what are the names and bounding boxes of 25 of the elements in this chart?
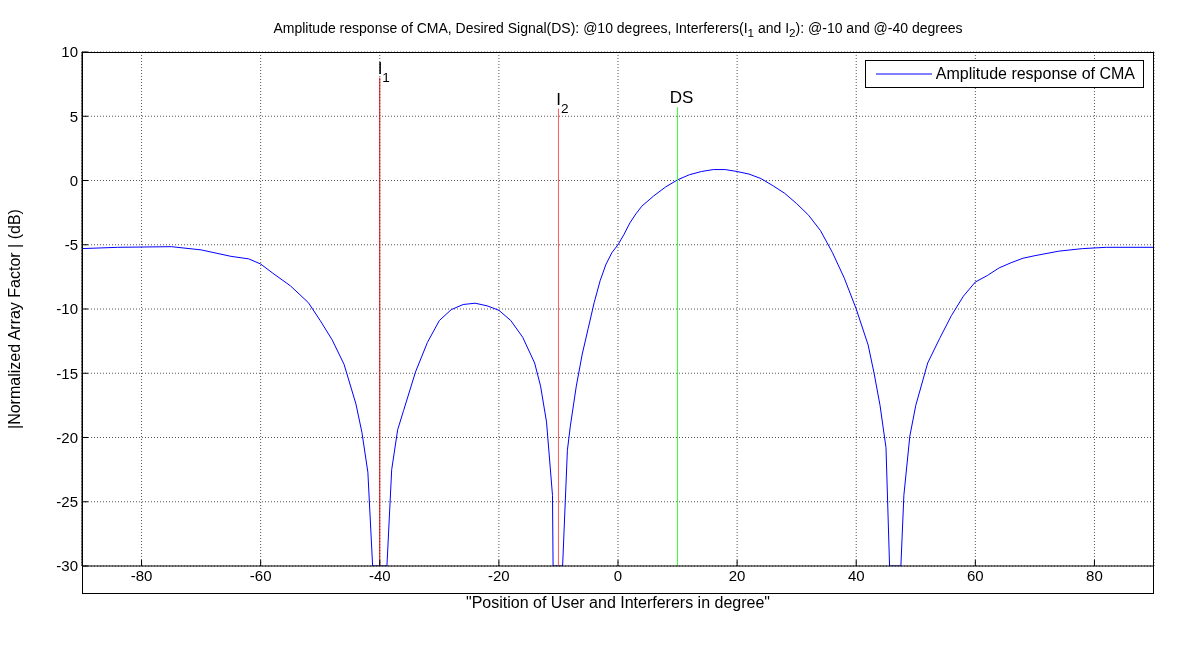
annotation: I$_{1}$: [377, 58, 390, 85]
y-tick-label: 10: [61, 43, 78, 61]
y-tick-label: -10: [56, 300, 78, 318]
x-tick-label: 60: [966, 566, 984, 584]
y-tick-label: -30: [56, 557, 78, 575]
annotation: I$_{2}$: [556, 89, 569, 116]
x-tick-label: -60: [249, 566, 272, 584]
x-tick-label: 80: [1086, 566, 1103, 584]
x-tick-label: 40: [847, 566, 865, 584]
x-tick-label: 20: [728, 566, 746, 584]
x-tick-label: 0: [613, 566, 623, 584]
y-tick-label: -20: [56, 428, 78, 446]
y-tick-label: 0: [69, 171, 78, 189]
chart-title: Amplitude response of CMA, Desired Signal(DS): @10 degrees, Interferers(I$_{1}$ and I$_{2}$): @-10 and @-40 degrees: [272, 20, 964, 39]
x-tick-label: -20: [488, 566, 510, 584]
x-tick-label: -80: [130, 566, 153, 584]
y-tick-label: -5: [64, 236, 78, 254]
y-tick-label: -25: [56, 493, 78, 511]
y-tick-label: -15: [56, 364, 78, 382]
annotation: DS: [669, 88, 694, 108]
legend-label: Amplitude response of CMA: [935, 65, 1135, 83]
y-axis-title: |Normalized Array Factor | (dB): [5, 209, 23, 429]
x-axis-title: "Position of User and Interferers in degree": [466, 594, 770, 611]
x-tick-label: -40: [368, 566, 391, 584]
y-tick-label: 5: [69, 107, 78, 125]
